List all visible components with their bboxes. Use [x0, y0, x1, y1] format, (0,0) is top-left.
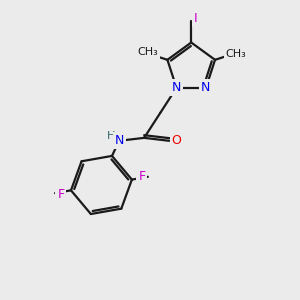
Text: N: N — [201, 81, 211, 94]
Text: F: F — [138, 170, 146, 183]
Text: I: I — [194, 12, 197, 25]
Text: H: H — [107, 131, 115, 141]
Text: CH₃: CH₃ — [137, 47, 158, 57]
Text: CH₃: CH₃ — [226, 49, 247, 59]
Text: N: N — [114, 134, 124, 147]
Text: F: F — [57, 188, 64, 201]
Text: N: N — [172, 81, 181, 94]
Text: O: O — [172, 134, 182, 147]
